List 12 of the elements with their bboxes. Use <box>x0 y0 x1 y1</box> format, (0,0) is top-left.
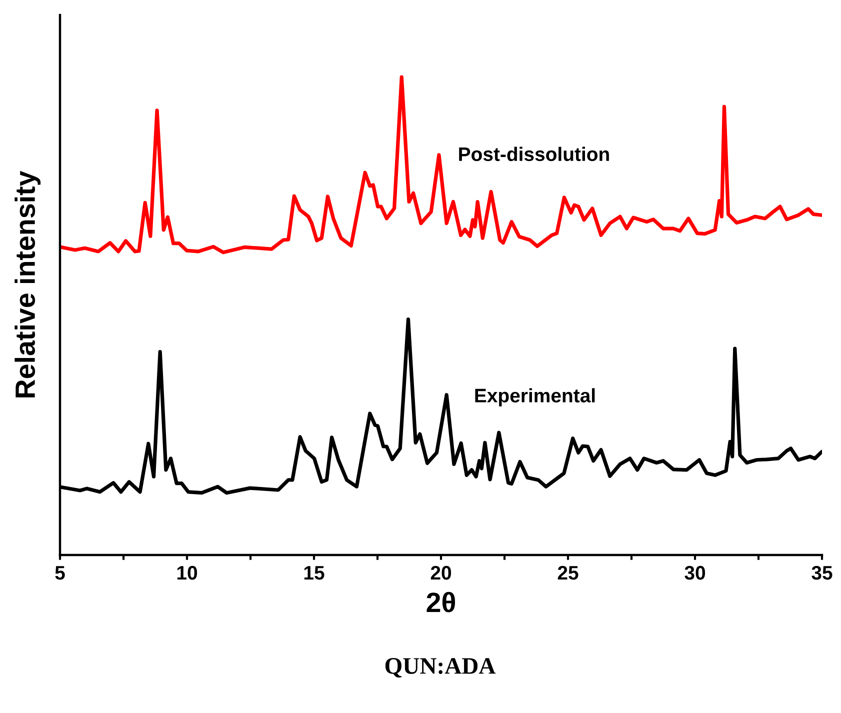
x-tick-label: 35 <box>812 566 832 580</box>
x-tick-label: 5 <box>55 566 65 580</box>
text: QUN:ADA <box>385 658 496 678</box>
x-tick-label: 15 <box>304 566 324 580</box>
y-axis-title: Relative intensity <box>14 170 41 398</box>
x-tick-label: 20 <box>430 566 452 580</box>
x-tick-label: 10 <box>177 566 198 580</box>
series-label: Experimental <box>475 388 595 406</box>
series-label: Post-dissolution <box>459 146 609 162</box>
x-axis-title: 2θ <box>426 592 456 612</box>
x-tick-label: 30 <box>684 566 706 580</box>
x-tick-label: 25 <box>558 566 578 580</box>
